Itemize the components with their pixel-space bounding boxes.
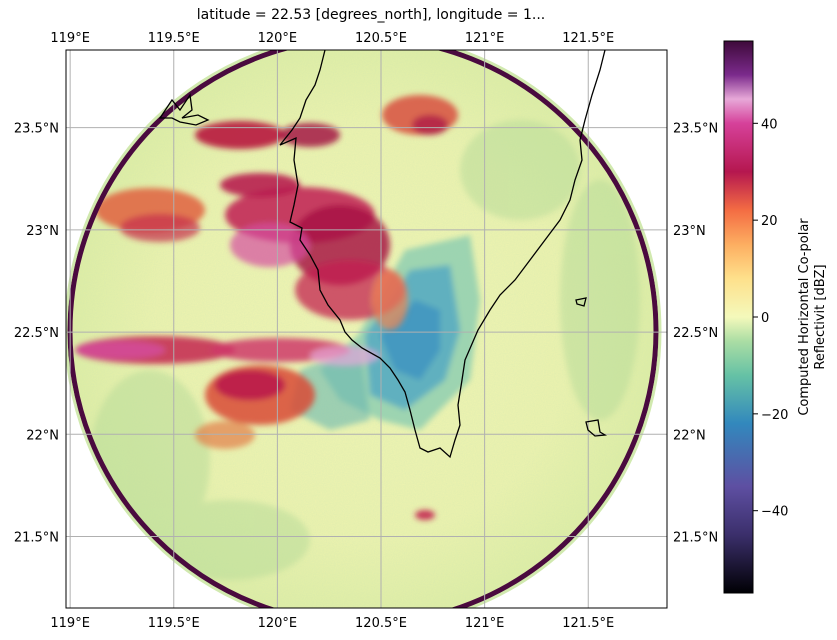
x-tick-label-bottom: 121.5°E — [562, 616, 614, 631]
x-tick-labels-top: 119°E 119.5°E 120°E 120.5°E 121°E 121.5°E — [50, 31, 614, 46]
x-tick-label-top: 121°E — [465, 31, 505, 46]
x-tick-label-top: 121.5°E — [562, 31, 614, 46]
map-gridlines — [66, 50, 667, 608]
x-tick-label-bottom: 119°E — [50, 616, 90, 631]
colorbar-tick-label: −40 — [761, 505, 788, 520]
y-tick-label-right: 23°N — [673, 224, 706, 239]
x-tick-label-bottom: 120.5°E — [355, 616, 407, 631]
y-tick-label-left: 23°N — [26, 224, 59, 239]
y-tick-label-left: 23.5°N — [14, 122, 59, 137]
x-tick-label-bottom: 120°E — [258, 616, 298, 631]
colorbar-label-line2: Reflectivit [dBZ] — [813, 264, 828, 369]
colorbar-tick-label: 40 — [761, 117, 778, 132]
colorbar-tick-label: 20 — [761, 214, 778, 229]
plot-title: latitude = 22.53 [degrees_north], longit… — [197, 7, 545, 23]
x-tick-label-bottom: 119.5°E — [148, 616, 200, 631]
x-tick-labels-bottom: 119°E 119.5°E 120°E 120.5°E 121°E 121.5°E — [50, 616, 614, 631]
map-frame — [65, 49, 668, 609]
y-tick-label-right: 22°N — [673, 428, 706, 443]
y-tick-labels-left: 21.5°N 22°N 22.5°N 23°N 23.5°N — [14, 122, 59, 546]
colorbar-label-line1: Computed Horizontal Co-polar — [797, 218, 812, 416]
colorbar — [723, 40, 754, 594]
x-tick-label-bottom: 121°E — [465, 616, 505, 631]
y-tick-label-right: 22.5°N — [673, 326, 718, 341]
x-tick-label-top: 119.5°E — [148, 31, 200, 46]
radar-reflectivity-disc — [67, 50, 659, 608]
y-tick-labels-right: 21.5°N 22°N 22.5°N 23°N 23.5°N — [673, 122, 718, 546]
y-tick-label-left: 22.5°N — [14, 326, 59, 341]
colorbar-tick-label: −20 — [761, 408, 788, 423]
y-tick-label-right: 21.5°N — [673, 530, 718, 545]
x-tick-label-top: 120°E — [258, 31, 298, 46]
colorbar-ticks: 40 20 0 −20 −40 — [753, 117, 788, 520]
y-tick-label-left: 22°N — [26, 428, 59, 443]
colorbar-tick-label: 0 — [761, 311, 769, 326]
x-tick-label-top: 120.5°E — [355, 31, 407, 46]
x-tick-label-top: 119°E — [50, 31, 90, 46]
y-tick-label-left: 21.5°N — [14, 530, 59, 545]
y-tick-label-right: 23.5°N — [673, 122, 718, 137]
coastline — [158, 50, 608, 459]
